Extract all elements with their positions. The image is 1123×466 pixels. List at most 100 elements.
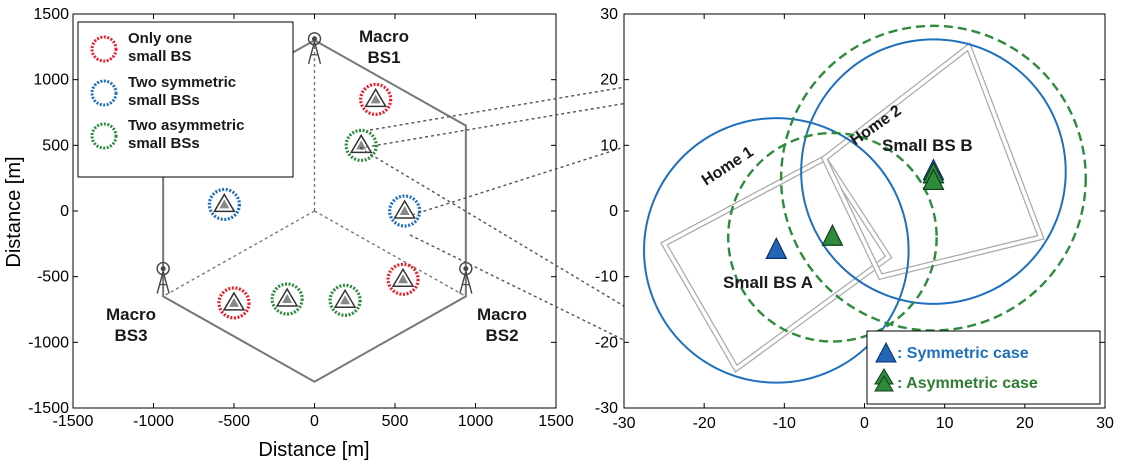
coverage-ring	[359, 82, 393, 116]
right-ticks: -30 -20 -10 0 10 20 30 -30 -20 -10 0 10 20 30	[595, 6, 1114, 432]
legend-label-symmetric-case: : Symmetric case	[897, 345, 1029, 362]
right-points	[765, 158, 945, 259]
homes	[659, 41, 1045, 373]
tower-leg	[307, 41, 316, 64]
y-tick-label: 500	[42, 137, 69, 154]
small-bs-marker	[386, 262, 420, 296]
small-bs-marker	[217, 286, 251, 320]
small-bs-marker	[359, 82, 393, 116]
x-tick-label: 1000	[458, 413, 494, 430]
small-bs-icon-inner	[340, 295, 351, 305]
tower-leg	[313, 41, 322, 64]
coverage-circle	[779, 24, 1087, 332]
x-tick-label: 1500	[538, 413, 574, 430]
legend-marker-asymmetric	[90, 122, 118, 150]
coverage-ring	[344, 128, 378, 162]
legend-marker-symmetric	[90, 79, 118, 107]
x-tick-label: 0	[860, 415, 869, 432]
y-tick-label: -1500	[28, 400, 69, 417]
home-wall-inner	[822, 44, 1044, 279]
x-tick-label: 10	[936, 415, 954, 432]
legend-label-only-one: Only one small BS	[128, 30, 192, 65]
small-bs-marker	[344, 128, 378, 162]
bs-b-label: Small BS B	[882, 136, 973, 155]
small-bs-marker	[388, 194, 422, 228]
small-bs-icon-inner	[229, 297, 239, 307]
x-tick-label: 30	[1096, 415, 1114, 432]
y-tick-label: 0	[609, 203, 618, 220]
legend-label-asymmetric-case: : Asymmetric case	[897, 375, 1038, 392]
y-tick-label: 10	[600, 137, 618, 154]
left-ylabel: Distance [m]	[3, 156, 25, 267]
coverage-ring	[217, 286, 251, 320]
left-panel: -1500 -1000 -500 0 500 1000 1500 -1500 -1000 -500…	[3, 6, 574, 461]
y-tick-label: 0	[60, 203, 69, 220]
sector-line	[314, 210, 467, 297]
y-tick-label: -30	[595, 400, 618, 417]
tower-leg	[162, 271, 170, 294]
small-bs-icon-inner	[356, 140, 367, 150]
left-xlabel: Distance [m]	[258, 439, 369, 461]
tower-dot	[160, 266, 166, 272]
x-tick-label: -10	[773, 415, 796, 432]
coverage-circles	[643, 24, 1087, 384]
tower-ring	[156, 261, 170, 276]
x-tick-label: -20	[693, 415, 716, 432]
x-tick-label: -1000	[133, 413, 174, 430]
y-tick-label: -500	[37, 269, 69, 286]
tower-leg	[465, 271, 473, 294]
macro-bs-label: Macro BS1	[359, 27, 409, 67]
small-bs-icon-inner	[370, 94, 381, 104]
legend-box	[77, 21, 294, 178]
legend-label-asymmetric: Two asymmetric small BSs	[128, 117, 244, 152]
x-tick-label: 20	[1016, 415, 1034, 432]
y-tick-label: 1000	[33, 72, 69, 89]
tower-leg	[459, 271, 467, 294]
y-tick-label: 30	[600, 6, 618, 23]
small-bs-icon-inner	[282, 293, 293, 303]
small-bs-icon-inner	[399, 206, 410, 215]
y-tick-label: -20	[595, 334, 618, 351]
macro-stations: Macro BS1 Macro BS2 Macro BS3	[106, 27, 527, 345]
small-bs-marker	[328, 283, 362, 317]
macro-tower-icon	[459, 261, 473, 294]
coverage-circle	[727, 131, 938, 343]
coverage-circle	[800, 38, 1067, 305]
tower-ring	[307, 32, 322, 46]
x-tick-label: 0	[310, 413, 319, 430]
x-tick-label: -30	[612, 415, 635, 432]
macro-bs-label: Macro BS2	[477, 305, 527, 345]
legend-marker-only-one	[90, 35, 118, 63]
small-bs-icon-inner	[219, 199, 230, 209]
coverage-ring	[386, 262, 420, 296]
coverage-ring	[388, 194, 422, 228]
left-legend: Only one small BS Two symmetric small BSs …	[77, 21, 294, 178]
right-legend: : Symmetric case : Asymmetric case	[866, 330, 1101, 405]
legend-triangle-symmetric-icon	[875, 341, 897, 363]
x-tick-label: 500	[382, 413, 409, 430]
coverage-ring	[328, 283, 362, 317]
x-tick-label: -500	[218, 413, 250, 430]
coverage-circle	[643, 117, 910, 384]
tower-leg	[156, 271, 164, 294]
bs-triangle	[922, 168, 945, 191]
coverage-ring	[270, 282, 304, 316]
y-tick-label: 20	[600, 72, 618, 89]
small-bs-marker	[270, 282, 304, 316]
legend-label-symmetric: Two symmetric small BSs	[128, 74, 236, 109]
y-tick-label: -10	[595, 269, 618, 286]
small-bs-icon-inner	[398, 274, 409, 284]
bs-triangle	[765, 237, 788, 259]
macro-tower-icon	[307, 32, 322, 64]
coverage-ring	[207, 187, 241, 222]
y-tick-label: 1500	[33, 6, 69, 23]
small-bs-marker	[207, 187, 241, 222]
sector-line	[162, 210, 315, 297]
tower-dot	[463, 266, 469, 272]
macro-tower-icon	[156, 261, 170, 294]
bs-a-label: Small BS A	[723, 273, 813, 292]
tower-dot	[312, 36, 317, 42]
y-tick-label: -1000	[28, 334, 69, 351]
